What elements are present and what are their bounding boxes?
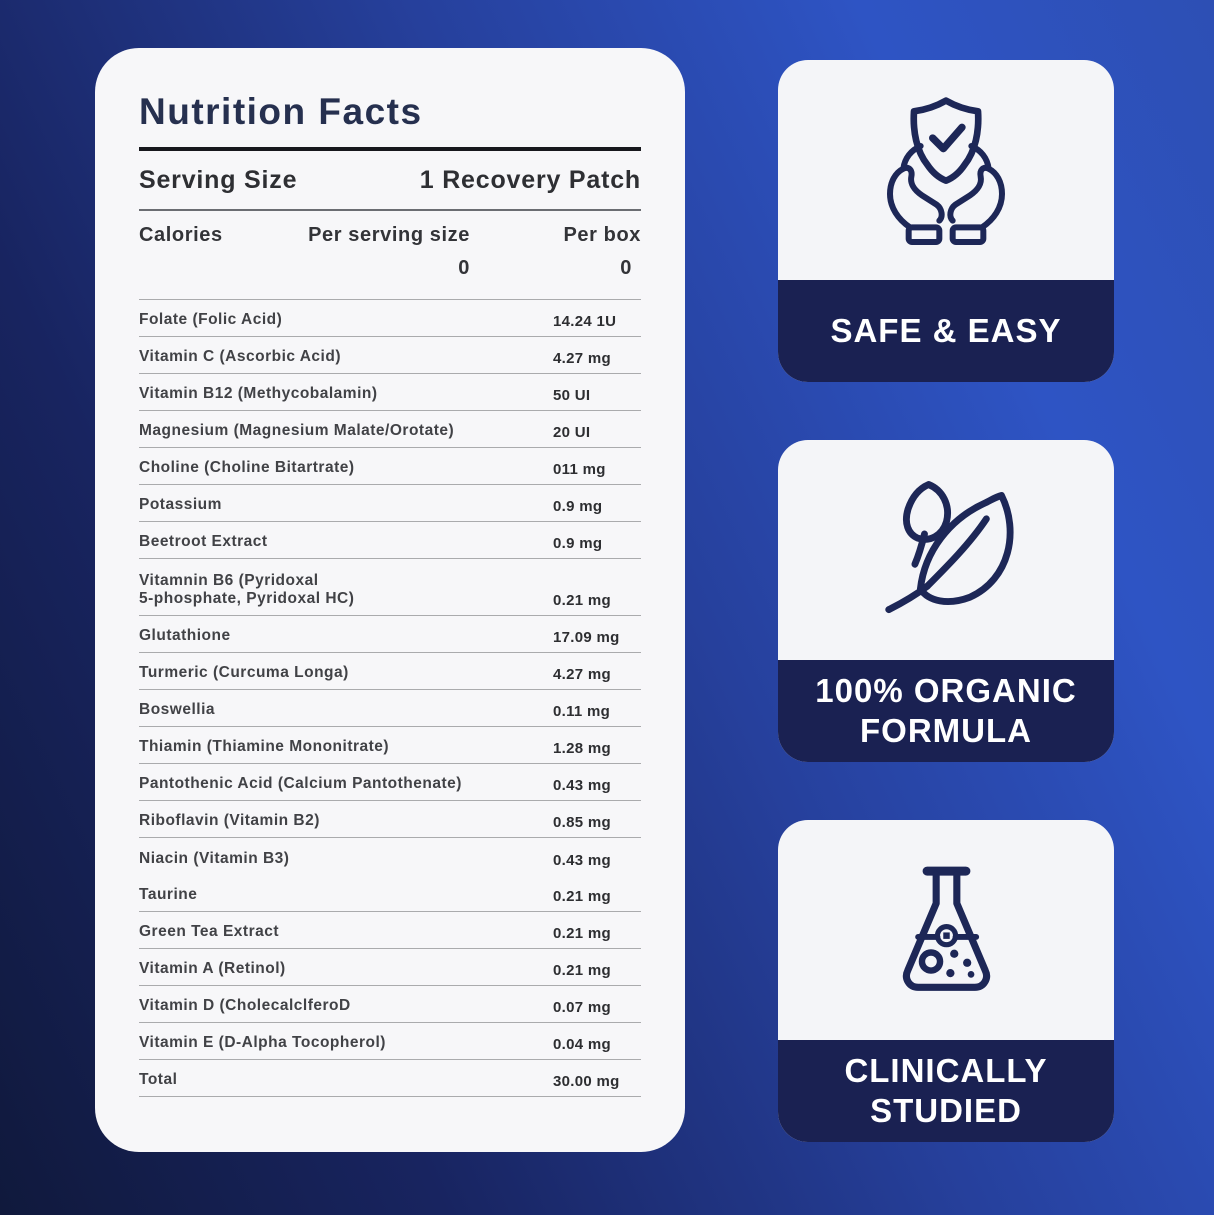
nutrient-amount: 0.21 mg bbox=[553, 591, 611, 609]
per-box-calories: 0 bbox=[620, 256, 632, 279]
nutrient-amount: 0.21 mg bbox=[553, 887, 611, 905]
nutrient-row: Vitamin E (D-Alpha Tocopherol) 0.04 mg bbox=[139, 1023, 641, 1060]
nutrient-row: Thiamin (Thiamine Mononitrate) 1.28 mg bbox=[139, 727, 641, 764]
nutrient-row: Turmeric (Curcuma Longa) 4.27 mg bbox=[139, 653, 641, 690]
nutrient-row: Pantothenic Acid (Calcium Pantothenate) 0… bbox=[139, 764, 641, 801]
nutrient-row: Vitamin A (Retinol) 0.21 mg bbox=[139, 949, 641, 986]
nutrient-name: Thiamin (Thiamine Mononitrate) bbox=[139, 738, 390, 756]
calories-header-row: Calories Per serving size Per box bbox=[139, 224, 641, 247]
nutrient-name: Riboflavin (Vitamin B2) bbox=[139, 812, 320, 830]
nutrient-amount: 0.21 mg bbox=[553, 961, 611, 979]
per-serving-header: Per serving size bbox=[308, 223, 470, 246]
nutrient-amount: 0.07 mg bbox=[553, 998, 611, 1016]
nutrient-amount: 0.11 mg bbox=[553, 702, 611, 720]
badge-safe-easy: SAFE & EASY bbox=[778, 60, 1114, 382]
nutrient-name: Beetroot Extract bbox=[139, 533, 268, 551]
nutrient-name: Total bbox=[139, 1071, 178, 1089]
nutrient-amount: 0.85 mg bbox=[553, 813, 611, 831]
panel-title: Nutrition Facts bbox=[139, 91, 423, 132]
nutrient-amount: 50 UI bbox=[553, 386, 591, 404]
badge-organic-formula: 100% ORGANIC FORMULA bbox=[778, 440, 1114, 762]
nutrient-row: Total 30.00 mg bbox=[139, 1060, 641, 1097]
nutrient-amount: 0.43 mg bbox=[553, 776, 611, 794]
lab-flask-icon bbox=[902, 866, 990, 991]
nutrient-name: Taurine bbox=[139, 886, 198, 904]
nutrient-row: Magnesium (Magnesium Malate/Orotate) 20 U… bbox=[139, 411, 641, 448]
badge-label: CLINICALLY STUDIED bbox=[844, 1051, 1048, 1129]
nutrient-row: Glutathione 17.09 mg bbox=[139, 616, 641, 653]
nutrient-row: Niacin (Vitamin B3) 0.43 mg bbox=[139, 838, 641, 875]
nutrient-amount: 17.09 mg bbox=[553, 628, 620, 646]
nutrient-name: Boswellia bbox=[139, 701, 215, 719]
nutrient-amount: 14.24 1U bbox=[553, 312, 617, 330]
nutrient-row: Taurine 0.21 mg bbox=[139, 875, 641, 912]
per-box-header: Per box bbox=[563, 223, 641, 246]
nutrient-name: Potassium bbox=[139, 496, 222, 514]
calories-label: Calories bbox=[139, 223, 223, 246]
nutrient-row: Vitamin D (CholecalclferoD 0.07 mg bbox=[139, 986, 641, 1023]
nutrient-row: Green Tea Extract 0.21 mg bbox=[139, 912, 641, 949]
nutrient-amount: 0.21 mg bbox=[553, 924, 611, 942]
serving-divider bbox=[139, 208, 641, 211]
organic-leaf-icon bbox=[884, 480, 1014, 613]
nutrient-amount: 0.43 mg bbox=[553, 851, 611, 869]
nutrition-facts-panel: Nutrition Facts Serving Size 1 Recovery … bbox=[95, 48, 685, 1152]
nutrient-name: Vitamnin B6 (Pyridoxal 5-phosphate, Pyri… bbox=[139, 571, 355, 608]
badge-label: SAFE & EASY bbox=[830, 311, 1062, 349]
serving-size-label: Serving Size bbox=[139, 165, 298, 194]
nutrient-amount: 011 mg bbox=[553, 460, 606, 478]
nutrient-row: Potassium 0.9 mg bbox=[139, 485, 641, 522]
nutrient-row: Choline (Choline Bitartrate) 011 mg bbox=[139, 448, 641, 485]
nutrient-row: Vitamnin B6 (Pyridoxal 5-phosphate, Pyri… bbox=[139, 559, 641, 616]
feature-badges: SAFE & EASY 100% ORGANIC FORMULA bbox=[778, 60, 1114, 1200]
serving-size-row: Serving Size 1 Recovery Patch bbox=[139, 166, 641, 195]
nutrient-name: Vitamin D (CholecalclferoD bbox=[139, 997, 351, 1015]
nutrient-row: Vitamin B12 (Methycobalamin) 50 UI bbox=[139, 374, 641, 411]
nutrient-amount: 30.00 mg bbox=[553, 1072, 620, 1090]
badge-band: CLINICALLY STUDIED bbox=[778, 1040, 1114, 1142]
title-divider bbox=[139, 146, 641, 151]
nutrient-amount: 1.28 mg bbox=[553, 739, 611, 757]
nutrient-name: Niacin (Vitamin B3) bbox=[139, 850, 290, 868]
nutrient-name: Vitamin E (D-Alpha Tocopherol) bbox=[139, 1034, 386, 1052]
nutrient-table: Folate (Folic Acid) 14.24 1U Vitamin C (As… bbox=[139, 298, 641, 1097]
nutrient-name: Vitamin C (Ascorbic Acid) bbox=[139, 348, 341, 366]
nutrient-amount: 20 UI bbox=[553, 423, 591, 441]
nutrient-row: Beetroot Extract 0.9 mg bbox=[139, 522, 641, 559]
nutrient-row: Vitamin C (Ascorbic Acid) 4.27 mg bbox=[139, 337, 641, 374]
serving-size-value: 1 Recovery Patch bbox=[419, 165, 641, 194]
nutrient-name: Green Tea Extract bbox=[139, 923, 280, 941]
calories-values-row: 0 0 bbox=[139, 257, 641, 280]
nutrient-row: Boswellia 0.11 mg bbox=[139, 690, 641, 727]
nutrient-name: Folate (Folic Acid) bbox=[139, 311, 283, 329]
nutrient-row: Folate (Folic Acid) 14.24 1U bbox=[139, 300, 641, 337]
nutrient-amount: 0.9 mg bbox=[553, 497, 603, 515]
nutrient-name: Vitamin B12 (Methycobalamin) bbox=[139, 385, 378, 403]
nutrient-amount: 0.9 mg bbox=[553, 534, 603, 552]
nutrient-amount: 0.04 mg bbox=[553, 1035, 611, 1053]
badge-label: 100% ORGANIC FORMULA bbox=[815, 671, 1077, 749]
nutrient-name: Pantothenic Acid (Calcium Pantothenate) bbox=[139, 775, 462, 793]
nutrient-name: Glutathione bbox=[139, 627, 231, 645]
nutrient-amount: 4.27 mg bbox=[553, 349, 611, 367]
nutrient-name: Magnesium (Magnesium Malate/Orotate) bbox=[139, 422, 455, 440]
nutrient-name: Vitamin A (Retinol) bbox=[139, 960, 286, 978]
nutrient-name: Choline (Choline Bitartrate) bbox=[139, 459, 355, 477]
badge-clinically-studied: CLINICALLY STUDIED bbox=[778, 820, 1114, 1142]
nutrient-amount: 4.27 mg bbox=[553, 665, 611, 683]
nutrient-row: Riboflavin (Vitamin B2) 0.85 mg bbox=[139, 801, 641, 838]
nutrient-name: Turmeric (Curcuma Longa) bbox=[139, 664, 349, 682]
badge-band: SAFE & EASY bbox=[778, 280, 1114, 382]
badge-band: 100% ORGANIC FORMULA bbox=[778, 660, 1114, 762]
per-serving-calories: 0 bbox=[458, 256, 470, 279]
hands-shield-icon bbox=[887, 97, 1005, 245]
